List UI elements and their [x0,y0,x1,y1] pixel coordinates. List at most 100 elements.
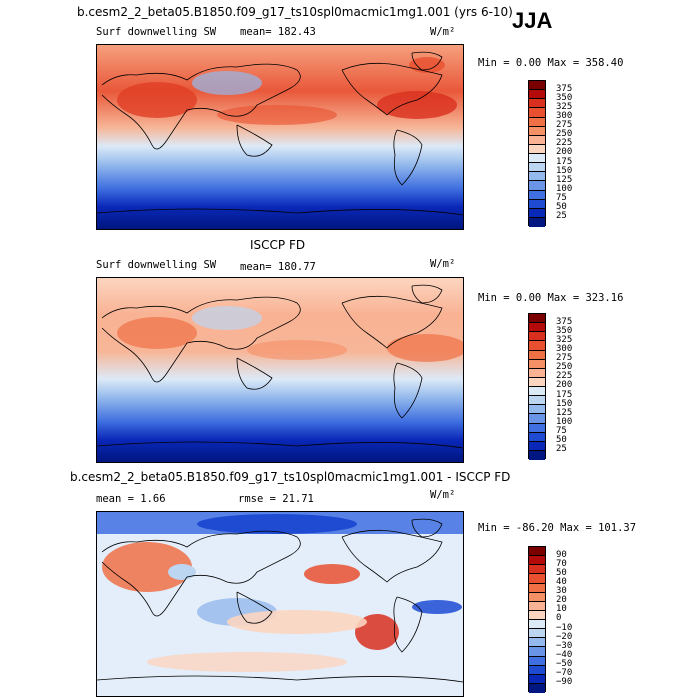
panel2-colorbar-tick: 125 [556,408,573,418]
panel1-colorbar-tick: 275 [556,120,573,130]
panel3-colorbar-tick: 50 [556,568,567,578]
panel1-colorbar-cell [529,135,545,145]
panel1-colorbar-cell [529,108,545,118]
panel2-colorbar-cell [529,359,545,369]
panel2-colorbar-tick: 25 [556,444,567,454]
panel1-greenland [409,57,445,73]
panel2-colorbar-cell [529,350,545,360]
panel3-map-svg [96,512,464,696]
panel1-colorbar-cell [529,154,545,164]
panel1-colorbar-tick: 350 [556,93,573,103]
panel3-colorbar-tick: 0 [556,613,562,623]
panel3-colorbar-cell [529,683,545,693]
panel2-variable: Surf downwelling SW [96,259,217,271]
panel3-colorbar-tick: −10 [556,623,573,633]
panel3-colorbar-cell [529,647,545,657]
panel2-colorbar-cell [529,405,545,415]
panel2-colorbar-cell [529,387,545,397]
panel1-colorbar-cell [529,172,545,182]
panel3-africa-pos [102,542,192,592]
panel2-colorbar-tick: 75 [556,426,567,436]
panel1-colorbar-cell [529,217,545,227]
panel3-colorbar-cell [529,556,545,566]
panel2-coastlines [96,284,464,449]
panel3-colorbar-cell [529,665,545,675]
panel2-colorbar-cell [529,368,545,378]
panel3-southocean-pos [147,652,347,672]
panel3-colorbar-tick: −20 [556,632,573,642]
panel2-america-max [387,334,467,362]
panel1-colorbar-tick: 25 [556,211,567,221]
panel1-colorbar-tick: 100 [556,184,573,194]
panel3-pacific-pos [304,564,360,584]
panel3-colorbar-tick: 70 [556,559,567,569]
panel1-coastlines [96,51,464,216]
panel1-colorbar-cell [529,90,545,100]
panel2-asia-low [192,306,262,330]
panel2-colorbar-tick: 300 [556,344,573,354]
panel2-colorbar-tick: 275 [556,353,573,363]
panel2-colorbar-tick: 100 [556,417,573,427]
panel3-colorbar-cell [529,547,545,557]
panel1-america-max [377,91,457,119]
panel2-field [97,278,463,462]
panel1-colorbar-cell [529,190,545,200]
panel1-colorbar [528,80,546,227]
panel2-colorbar-tick: 325 [556,335,573,345]
panel3-atlantic-neg [412,600,462,614]
panel2-colorbar-tick: 150 [556,399,573,409]
panel1-field [97,45,463,229]
panel3-southpacific-pos [227,610,367,634]
panel2-colorbar-cell [529,414,545,424]
panel3-rmse: rmse = 21.71 [238,493,314,505]
panel3-colorbar-cell [529,592,545,602]
panel3-colorbar-tick: 20 [556,595,567,605]
panel1-colorbar-tick: 225 [556,138,573,148]
panel1-map-svg [96,45,464,229]
panel1-variable: Surf downwelling SW [96,26,217,38]
panel2-colorbar-tick: 375 [556,317,573,327]
panel3-minmax: Min = -86.20 Max = 101.37 [478,522,637,534]
panel3-colorbar-cell [529,638,545,648]
season-label: JJA [512,8,553,33]
panel1-colorbar-tick: 300 [556,111,573,121]
panel3-africa-neg [168,564,196,580]
panel3-mean: mean = 1.66 [96,493,166,505]
panel2-colorbar-tick: 350 [556,326,573,336]
panel1-colorbar-tick: 375 [556,84,573,94]
panel1-africa-max [117,82,197,118]
panel2-colorbar-cell [529,323,545,333]
panel1-units: W/m² [430,26,456,38]
panel2-map [96,277,467,463]
panel3-colorbar-cell [529,610,545,620]
panel2-colorbar-cell [529,441,545,451]
panel1-asia-low [192,71,262,95]
panel1-pacific-max [217,105,337,125]
panel1-colorbar-cell [529,126,545,136]
panel1-mean: mean= 182.43 [240,26,316,38]
panel2-minmax: Min = 0.00 Max = 323.16 [478,292,624,304]
panel2-pacific-max [247,340,347,360]
panel3-map [96,511,464,697]
panel1-colorbar-cell [529,163,545,173]
panel1-colorbar-cell [529,208,545,218]
panel1-title: b.cesm2_2_beta05.B1850.f09_g17_ts10spl0m… [77,5,513,19]
panel2-mean: mean= 180.77 [240,261,316,273]
panel2-units: W/m² [430,258,456,270]
panel1-colorbar-cell [529,81,545,91]
panel1-colorbar-cell [529,117,545,127]
panel2-colorbar-cell [529,377,545,387]
panel3-colorbar [528,546,546,693]
panel3-colorbar-tick: 90 [556,550,567,560]
panel3-colorbar-cell [529,574,545,584]
panel3-colorbar-tick: −40 [556,650,573,660]
panel3-colorbar-cell [529,656,545,666]
panel2-colorbar-cell [529,341,545,351]
panel2-title: ISCCP FD [250,238,306,252]
panel1-colorbar-tick: 75 [556,193,567,203]
panel1-colorbar-tick: 325 [556,102,573,112]
panel3-colorbar-cell [529,583,545,593]
panel3-colorbar-tick: −70 [556,668,573,678]
panel3-colorbar-cell [529,565,545,575]
panel1-colorbar-tick: 250 [556,129,573,139]
